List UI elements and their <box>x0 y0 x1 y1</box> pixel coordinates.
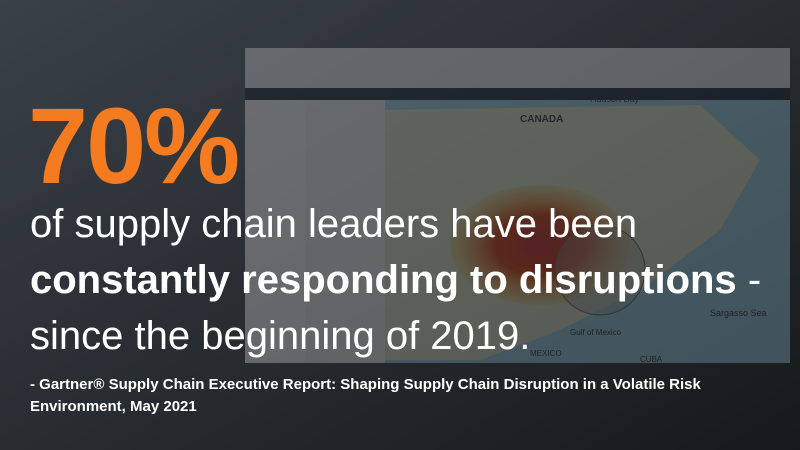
heat-zone <box>450 185 630 305</box>
map-label: MEXICO <box>530 349 562 358</box>
map-label: CANADA <box>520 114 563 125</box>
citation: - Gartner® Supply Chain Executive Report… <box>30 376 701 415</box>
dash: - <box>747 258 762 302</box>
emphasis: constantly responding to disruptions <box>30 258 737 302</box>
headline: 70% <box>28 85 240 206</box>
map-label: CUBA <box>640 355 663 364</box>
statement-line: of supply chain leaders have been <box>30 202 638 246</box>
statement-line: since the beginning of 2019. <box>30 314 531 358</box>
sidebar <box>245 100 305 363</box>
app-header <box>245 88 790 100</box>
screen: Hudson Bay CANADA Sargasso Sea Gulf of M… <box>245 48 790 364</box>
map-label: Sargasso Sea <box>710 308 767 318</box>
statement-line: constantly responding to disruptions - <box>30 256 761 304</box>
impact-circle <box>554 224 646 316</box>
map-label: Hudson Bay <box>590 94 640 104</box>
map-label: Gulf of Mexico <box>570 328 622 337</box>
panel <box>305 100 385 363</box>
